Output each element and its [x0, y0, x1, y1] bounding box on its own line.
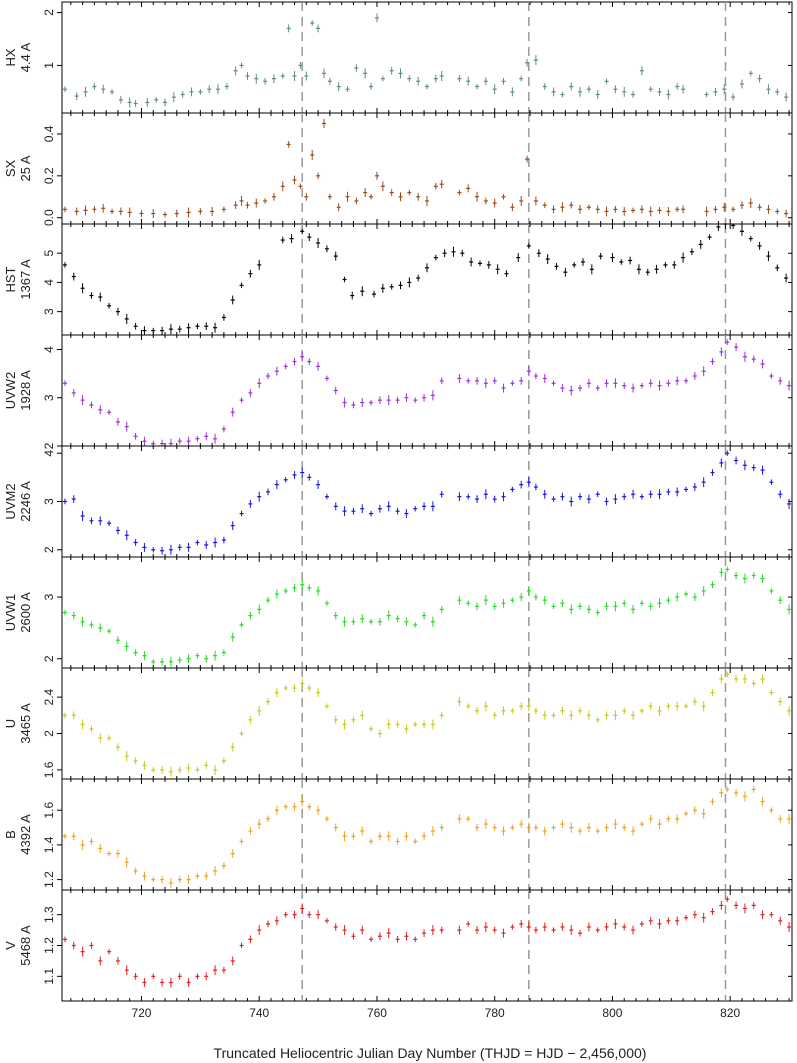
panel-hx: 1 2 HX 4.4 A: [3, 1, 793, 114]
x-tick-label: 800: [602, 1006, 622, 1020]
panel-hst: 3 4 5 HST 1367 A: [3, 223, 793, 336]
panel-frame: [61, 112, 793, 225]
panel-band-name: V: [3, 941, 18, 950]
y-tick-label: 1.3: [42, 906, 56, 923]
y-tick-label: 2: [42, 442, 56, 449]
panel-uvw2: 2 3 4 UVW2 1928 A: [3, 334, 793, 449]
y-tick-label: 1.1: [42, 968, 56, 985]
y-tick-label: 4: [42, 279, 56, 286]
y-tick-label: 2: [42, 9, 56, 16]
panel-band-wavelength: 3465 A: [18, 703, 33, 744]
y-tick-label: 0.2: [42, 167, 56, 184]
y-tick-label: 0.4: [42, 125, 56, 142]
panel-band-name: HST: [3, 266, 18, 292]
panel-frame: [61, 445, 793, 558]
panel-v: 1.1 1.2 1.3 V 5468 A: [3, 889, 793, 1002]
panel-frame: [61, 1, 793, 114]
panel-band-name: HX: [3, 48, 18, 66]
panel-b: 1.2 1.4 1.6 B 4392 A: [3, 778, 793, 891]
x-tick-label: 740: [249, 1006, 269, 1020]
panel-frame: [61, 778, 793, 891]
panel-band-name: B: [3, 830, 18, 839]
panel-frame: [61, 334, 793, 447]
y-tick-label: 2: [42, 546, 56, 553]
x-tick-label: 820: [720, 1006, 740, 1020]
x-tick-label: 720: [131, 1006, 151, 1020]
y-tick-label: 1.2: [42, 871, 56, 888]
x-tick-label: 780: [485, 1006, 505, 1020]
panel-band-wavelength: 1928 A: [18, 370, 33, 411]
y-tick-label: 3: [42, 394, 56, 401]
panel-frame: [61, 223, 793, 336]
chart-panels: 1 2 HX 4.4 A 0.0 0.2 0.4 SX 25 A 3 4 5 HST 1367 A 2 3 4 U…: [3, 1, 793, 1020]
panel-band-name: UVM2: [3, 483, 18, 519]
y-tick-label: 4: [42, 346, 56, 353]
panel-frame: [61, 889, 793, 1002]
y-tick-label: 2: [42, 730, 56, 737]
x-tick-label: 760: [367, 1006, 387, 1020]
panel-u: 1.6 2 2.4 U 3465 A: [3, 667, 793, 780]
y-tick-label: 2: [42, 655, 56, 662]
panel-sx: 0.0 0.2 0.4 SX 25 A: [3, 112, 793, 226]
panel-frame: [61, 667, 793, 780]
panel-band-name: U: [3, 719, 18, 728]
x-axis-label: Truncated Heliocentric Julian Day Number…: [214, 1045, 647, 1061]
panel-band-name: UVW2: [3, 372, 18, 410]
panel-uvw1: 2 3 UVW1 2600 A: [3, 556, 793, 669]
panel-uvm2: 2 3 4 UVM2 2246 A: [3, 445, 793, 558]
y-tick-label: 3: [42, 593, 56, 600]
y-tick-label: 5: [42, 250, 56, 257]
panel-band-name: UVW1: [3, 594, 18, 632]
y-tick-label: 1.6: [42, 802, 56, 819]
y-tick-label: 1.6: [42, 761, 56, 778]
y-tick-label: 4: [42, 450, 56, 457]
panel-band-wavelength: 2600 A: [18, 592, 33, 633]
y-tick-label: 1.4: [42, 836, 56, 853]
y-tick-label: 0.0: [42, 209, 56, 226]
y-tick-label: 1.2: [42, 937, 56, 954]
y-tick-label: 2.4: [42, 688, 56, 705]
panel-band-wavelength: 1367 A: [18, 259, 33, 300]
y-tick-label: 3: [42, 308, 56, 315]
panel-frame: [61, 556, 793, 669]
panel-band-wavelength: 4392 A: [18, 814, 33, 855]
y-tick-label: 3: [42, 498, 56, 505]
y-tick-label: 1: [42, 62, 56, 69]
panel-band-wavelength: 2246 A: [18, 481, 33, 522]
panel-band-wavelength: 5468 A: [18, 925, 33, 966]
panel-band-wavelength: 25 A: [18, 155, 33, 181]
panel-band-wavelength: 4.4 A: [18, 42, 33, 72]
panel-band-name: SX: [3, 160, 18, 178]
